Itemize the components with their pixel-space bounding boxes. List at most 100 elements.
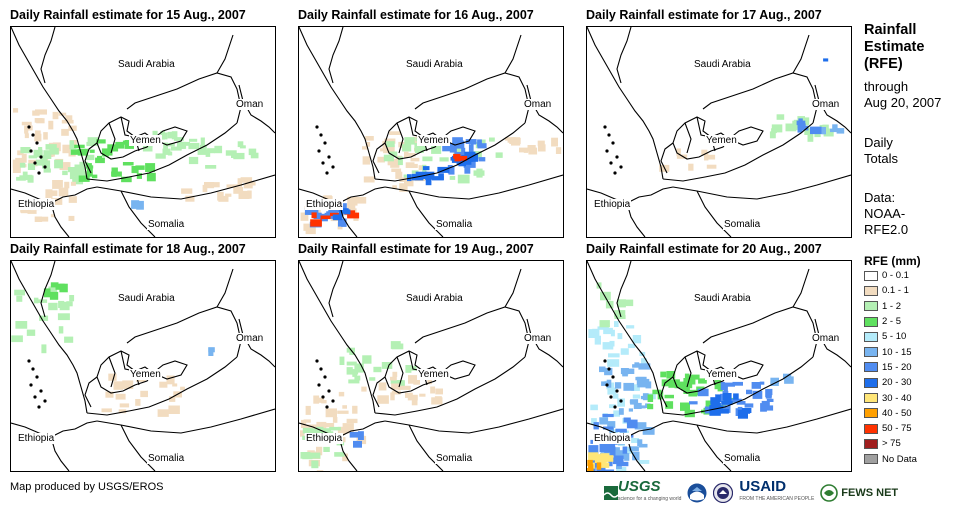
place-label-saudi: Saudi Arabia (117, 293, 176, 304)
rainfall-cell (188, 156, 199, 165)
rainfall-cell (171, 131, 178, 140)
rainfall-cell (355, 196, 367, 204)
rainfall-cell (69, 140, 74, 150)
usaid-tagline: FROM THE AMERICAN PEOPLE (739, 496, 815, 502)
rainfall-cell (681, 383, 690, 391)
boundary-line (120, 190, 156, 237)
rainfall-cell (71, 149, 81, 155)
rainfall-cell (455, 146, 461, 153)
rainfall-cell (353, 440, 362, 448)
rainfall-cell (448, 166, 455, 175)
rainfall-cell (316, 426, 324, 435)
place-label-yemen: Yemen (129, 135, 162, 146)
place-label-yemen: Yemen (417, 135, 450, 146)
rainfall-cell (607, 359, 620, 367)
rainfall-cell (61, 128, 69, 136)
rainfall-cell (131, 200, 140, 209)
rainfall-cell (12, 165, 21, 173)
boundary-line (702, 72, 818, 124)
rainfall-cell (173, 137, 184, 141)
rainfall-cell (810, 126, 822, 135)
rainfall-cell (599, 443, 609, 452)
rainfall-cell (618, 408, 624, 415)
usgs-wordmark: USGS (618, 478, 661, 495)
boundary-line (84, 376, 98, 408)
legend-label: 20 - 30 (882, 377, 912, 389)
boundary-line (328, 261, 344, 318)
rainfall-cell (85, 154, 95, 161)
rainfall-cell (442, 142, 451, 152)
place-label-yemen: Yemen (129, 369, 162, 380)
rainfall-cell (408, 375, 420, 384)
rainfall-cell (664, 394, 674, 399)
rainfall-cell (111, 167, 118, 173)
boundary-line (238, 318, 275, 368)
island-dot (29, 149, 33, 153)
rainfall-cell (407, 174, 412, 182)
boundary-line (108, 122, 116, 154)
rainfall-cell (761, 400, 770, 409)
rainfall-cell (373, 366, 382, 373)
rainfall-cell (614, 321, 619, 327)
legend-item: 0.1 - 1 (864, 283, 917, 298)
boundary-line (11, 420, 98, 438)
island-dot (315, 125, 319, 129)
legend-swatch (864, 423, 878, 434)
rainfall-cell (599, 417, 609, 425)
legend-label: 0 - 0.1 (882, 270, 909, 282)
rainfall-cell (422, 156, 433, 162)
rainfall-cell (20, 208, 31, 214)
rainfall-cell (383, 145, 395, 154)
rainfall-cell (322, 428, 332, 433)
boundary-line (372, 142, 386, 174)
rainfall-cell (69, 295, 75, 302)
rainfall-cell (162, 132, 168, 140)
rainfall-cell (439, 157, 449, 162)
rainfall-cell (32, 110, 40, 116)
rainfall-cell (122, 162, 134, 166)
boundary-line (11, 186, 98, 204)
rainfall-cell (832, 124, 838, 130)
rainfall-cell (159, 381, 168, 388)
rainfall-cell (688, 163, 694, 171)
island-dot (323, 141, 327, 145)
rainfall-cell (87, 165, 94, 169)
boundary-line (696, 190, 732, 237)
rainfall-cell (238, 190, 250, 199)
rainfall-cell (48, 302, 58, 311)
rainfall-cell (628, 408, 633, 412)
rainfall-cell (457, 174, 470, 184)
place-label-saudi: Saudi Arabia (693, 59, 752, 70)
rainfall-cell (50, 214, 55, 218)
rainfall-cell (614, 315, 626, 319)
rainfall-cell (52, 180, 61, 189)
boundary-line (216, 34, 234, 74)
boundary-line (108, 356, 116, 388)
place-label-oman: Oman (523, 99, 553, 110)
rainfall-cell (717, 395, 728, 402)
rainfall-cell (647, 394, 654, 402)
island-dot (619, 165, 623, 169)
rainfall-cell (638, 363, 651, 370)
rainfall-cell (97, 155, 102, 159)
rainfall-cell (248, 148, 257, 156)
legend-item: 15 - 20 (864, 360, 917, 375)
rainfall-cell (410, 157, 420, 162)
rainfall-cell (665, 401, 674, 409)
rainfall-cell (321, 400, 327, 404)
island-dot (35, 375, 39, 379)
rainfall-cell (622, 446, 628, 454)
rainfall-cell (62, 170, 68, 176)
rainfall-cell (609, 340, 615, 347)
rainfall-cell (752, 390, 763, 399)
rainfall-cell (404, 151, 409, 158)
place-label-somalia: Somalia (723, 453, 762, 464)
rainfall-cell (365, 142, 371, 147)
boundary-line (374, 122, 526, 182)
rainfall-cell (362, 156, 370, 165)
rainfall-cell (225, 193, 232, 197)
rainfall-cell (214, 145, 223, 154)
rainfall-cell (168, 405, 180, 414)
rainfall-cell (404, 137, 415, 145)
island-dot (321, 161, 325, 165)
